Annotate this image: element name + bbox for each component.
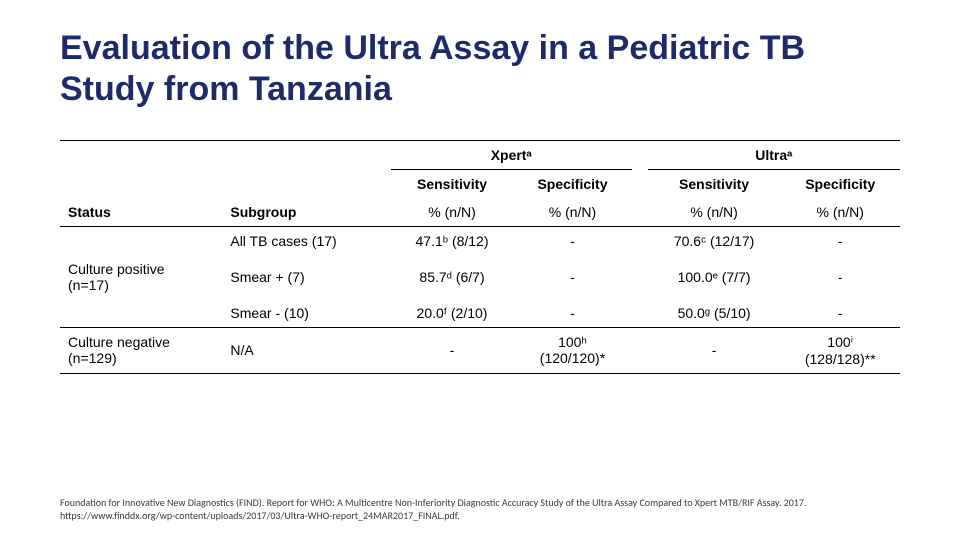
xpert-sens-header: Sensitivity [391,169,514,198]
slide-title: Evaluation of the Ultra Assay in a Pedia… [60,28,900,110]
status-cell: Culture negative (n=129) [60,327,222,373]
citation-text: Foundation for Innovative New Diagnostic… [60,496,900,522]
xpert-spec-header: Specificity [513,169,631,198]
status-cell [60,226,222,255]
ultra-sens-header: Sensitivity [648,169,781,198]
table-row: Culture positive (n=17) Smear + (7) 85.7… [60,255,900,299]
ultra-spec-cell: - [780,255,900,299]
xpert-spec-cell: 100ʰ (120/120)* [513,327,631,373]
xpert-spec-unit: % (n/N) [513,198,631,227]
status-cell [60,299,222,328]
ultra-spec-header: Specificity [780,169,900,198]
table-row: Smear - (10) 20.0ᶠ (2/10) - 50.0ᵍ (5/10)… [60,299,900,328]
ultra-spec-cell: - [780,299,900,328]
slide-container: Evaluation of the Ultra Assay in a Pedia… [0,0,960,540]
ultra-header: Ultraᵃ [648,140,900,169]
ultra-spec-cell: - [780,226,900,255]
xpert-sens-cell: 47.1ᵇ (8/12) [391,226,514,255]
ultra-sens-cell: - [648,327,781,373]
blank-cell [222,140,390,169]
ultra-sens-cell: 50.0ᵍ (5/10) [648,299,781,328]
xpert-spec-cell: - [513,299,631,328]
blank-cell [60,169,222,198]
subgroup-cell: All TB cases (17) [222,226,390,255]
subgroup-cell: Smear + (7) [222,255,390,299]
xpert-spec-cell: - [513,226,631,255]
blank-cell [632,140,648,169]
ultra-sens-unit: % (n/N) [648,198,781,227]
table-row: All TB cases (17) 47.1ᵇ (8/12) - 70.6ᶜ (… [60,226,900,255]
status-header: Status [60,198,222,227]
xpert-sens-cell: 20.0ᶠ (2/10) [391,299,514,328]
xpert-sens-cell: 85.7ᵈ (6/7) [391,255,514,299]
ultra-spec-unit: % (n/N) [780,198,900,227]
subgroup-header: Subgroup [222,198,390,227]
xpert-spec-cell: - [513,255,631,299]
blank-cell [60,140,222,169]
xpert-sens-cell: - [391,327,514,373]
ultra-spec-cell: 100ⁱ (128/128)** [780,327,900,373]
subgroup-cell: Smear - (10) [222,299,390,328]
subgroup-cell: N/A [222,327,390,373]
xpert-header: Xpertᵃ [391,140,632,169]
blank-cell [222,169,390,198]
table-row: Culture negative (n=129) N/A - 100ʰ (120… [60,327,900,373]
results-table: Xpertᵃ Ultraᵃ Sensitivity Specificity Se… [60,140,900,374]
status-cell: Culture positive (n=17) [60,255,222,299]
ultra-sens-cell: 70.6ᶜ (12/17) [648,226,781,255]
assay-header-row: Xpertᵃ Ultraᵃ [60,140,900,169]
metric-header-row-2: Status Subgroup % (n/N) % (n/N) % (n/N) … [60,198,900,227]
xpert-sens-unit: % (n/N) [391,198,514,227]
ultra-sens-cell: 100.0ᵉ (7/7) [648,255,781,299]
metric-header-row-1: Sensitivity Specificity Sensitivity Spec… [60,169,900,198]
